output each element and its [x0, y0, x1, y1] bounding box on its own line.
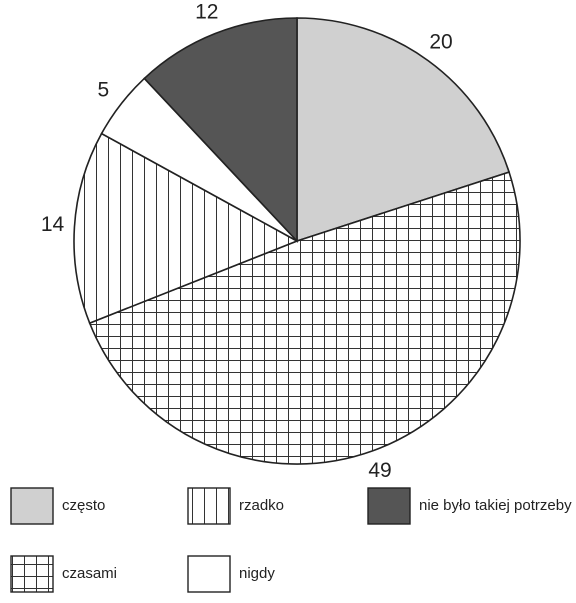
value-label-czesto: 20: [429, 30, 452, 53]
legend: często rzadko nie było takiej potrzeby czas…: [10, 487, 572, 593]
legend-label-czesto: często: [62, 497, 105, 514]
legend-swatch-czesto: [10, 487, 54, 525]
value-label-rzadko: 14: [41, 213, 65, 236]
legend-label-rzadko: rzadko: [239, 497, 284, 514]
value-label-czasami: 49: [368, 459, 391, 482]
legend-swatch-nie-bylo-takiej-potrzeby: [367, 487, 411, 525]
slice-czesto: [296, 17, 511, 243]
legend-label-czasami: czasami: [62, 565, 117, 582]
legend-label-nie-bylo-takiej-potrzeby: nie było takiej potrzeby: [419, 497, 572, 514]
legend-label-nigdy: nigdy: [239, 565, 275, 582]
slice-nie-bylo-takiej-potrzeby: [143, 17, 298, 244]
legend-swatch-nigdy: [187, 555, 231, 593]
value-label-nigdy: 5: [98, 78, 110, 101]
legend-swatch-rzadko: [187, 487, 231, 525]
slice-rzadko: [73, 132, 299, 325]
legend-swatch-czasami: [10, 555, 54, 593]
slice-value-labels: 20 49 14 5 12: [41, 1, 453, 482]
slice-czasami: [88, 171, 521, 465]
value-label-nie-bylo-takiej-potrzeby: 12: [195, 1, 218, 24]
pie-slices: [73, 17, 521, 465]
